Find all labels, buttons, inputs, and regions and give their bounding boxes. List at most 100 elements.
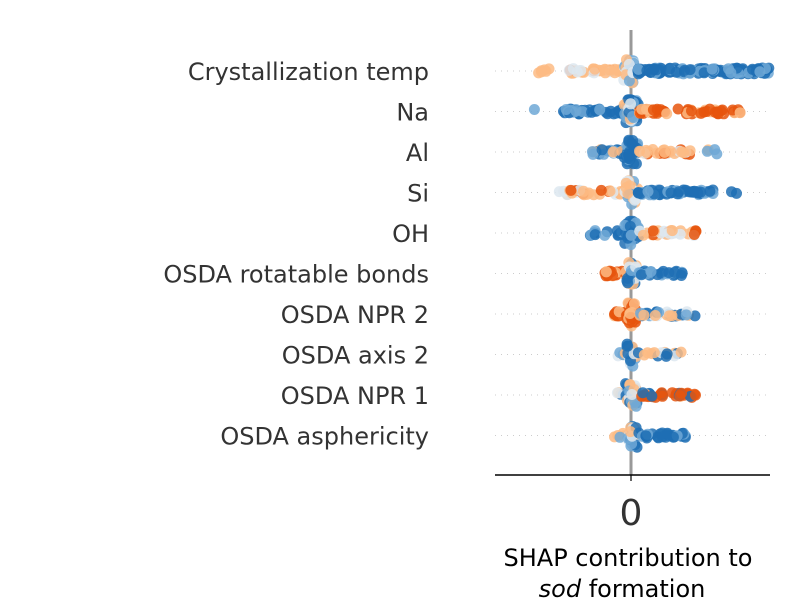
x-tick-label: 0	[620, 493, 643, 534]
data-point	[726, 186, 737, 198]
data-point	[626, 389, 638, 400]
data-point	[628, 298, 640, 310]
data-point	[535, 66, 547, 78]
data-point	[683, 186, 695, 198]
data-point	[637, 229, 649, 241]
data-point	[675, 346, 687, 358]
data-point	[632, 187, 644, 199]
data-point	[596, 144, 608, 156]
data-point	[553, 186, 565, 198]
data-point	[689, 310, 701, 322]
feature-label: Si	[407, 180, 429, 208]
data-point	[734, 107, 746, 119]
data-point	[637, 387, 649, 399]
data-point	[645, 266, 657, 278]
data-point	[624, 426, 636, 438]
data-point	[622, 340, 634, 352]
data-point	[686, 105, 697, 117]
data-point	[594, 104, 606, 116]
data-point	[528, 104, 540, 115]
feature-label: Al	[406, 139, 429, 167]
data-point	[567, 63, 579, 75]
data-point	[692, 187, 704, 199]
data-points	[528, 54, 775, 453]
data-point	[560, 104, 572, 115]
data-point	[649, 310, 661, 321]
data-point	[640, 430, 652, 442]
data-point	[723, 63, 734, 75]
data-point	[666, 225, 678, 237]
feature-label: OSDA axis 2	[282, 342, 429, 370]
data-point	[589, 63, 601, 75]
data-point	[624, 308, 636, 319]
data-point	[690, 389, 701, 401]
feature-label: OSDA rotatable bonds	[163, 261, 429, 289]
data-point	[660, 350, 672, 362]
data-point	[595, 184, 607, 196]
data-point	[647, 104, 659, 116]
data-point	[665, 187, 677, 199]
data-point	[680, 309, 692, 321]
x-axis-label-italic: sod	[539, 575, 582, 600]
data-point	[607, 146, 619, 158]
data-point	[656, 387, 668, 399]
x-axis-label-line1: SHAP contribution to	[504, 544, 753, 572]
data-point	[642, 186, 654, 197]
data-point	[661, 108, 673, 120]
feature-label: OSDA NPR 1	[281, 382, 429, 410]
data-point	[709, 144, 721, 156]
data-point	[675, 270, 687, 281]
data-point	[624, 220, 636, 232]
data-point	[589, 229, 601, 241]
data-point	[565, 184, 577, 196]
data-point	[599, 67, 611, 79]
data-point	[604, 185, 616, 197]
data-point	[578, 185, 589, 197]
feature-label: OH	[392, 220, 429, 248]
data-point	[635, 269, 647, 281]
data-point	[638, 309, 650, 321]
data-point	[623, 153, 635, 165]
data-point	[634, 145, 645, 157]
data-point	[712, 106, 723, 118]
data-point	[623, 58, 635, 70]
feature-label: Na	[396, 99, 429, 127]
x-axis-label-line2: sod formation	[539, 575, 706, 600]
feature-label: Crystallization temp	[188, 58, 429, 86]
data-point	[622, 277, 634, 289]
data-point	[650, 64, 662, 76]
data-point	[599, 229, 611, 241]
data-point	[647, 225, 659, 237]
data-point	[605, 105, 617, 117]
data-point	[663, 267, 675, 279]
data-point	[659, 146, 671, 158]
data-point	[663, 310, 675, 322]
data-point	[688, 229, 700, 240]
data-point	[642, 347, 654, 359]
data-point	[622, 187, 634, 199]
data-point	[704, 185, 716, 197]
x-axis-label-rest: formation	[581, 575, 705, 600]
data-point	[625, 98, 637, 110]
data-point	[570, 105, 582, 117]
data-point	[672, 103, 684, 115]
data-point	[754, 66, 766, 78]
data-point	[679, 64, 691, 76]
data-point	[674, 390, 686, 402]
data-point	[586, 146, 598, 158]
data-point	[667, 431, 679, 443]
data-point	[600, 266, 612, 278]
data-point	[706, 63, 718, 75]
data-point	[609, 67, 621, 79]
data-point	[646, 390, 658, 402]
data-point	[676, 146, 687, 158]
feature-label: OSDA asphericity	[220, 423, 429, 451]
data-point	[670, 66, 682, 78]
data-point	[632, 63, 644, 75]
data-point	[625, 229, 637, 241]
data-point	[623, 75, 635, 87]
feature-labels: Crystallization temp Na Al Si OH OSDA rotatab…	[163, 58, 429, 451]
data-point	[611, 387, 623, 399]
data-point	[614, 431, 626, 443]
